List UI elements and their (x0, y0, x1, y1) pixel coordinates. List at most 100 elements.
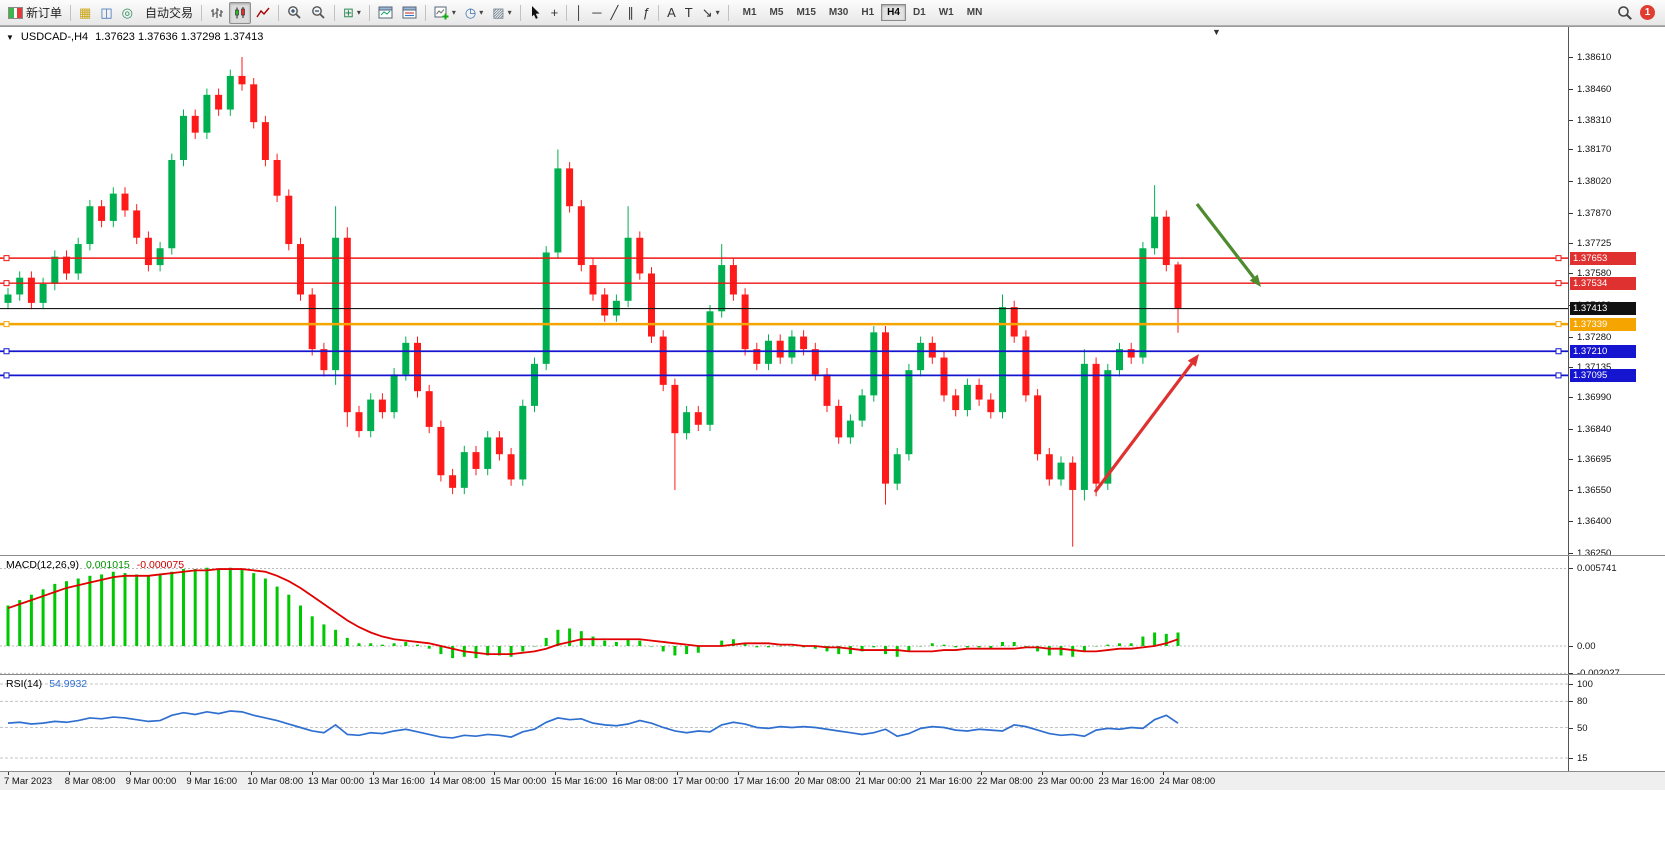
fibonacci-button[interactable]: ƒ (639, 2, 654, 24)
price-axis-tick (1569, 273, 1573, 275)
timeframe-group: M1 M5 M15 M30 H1 H4 D1 W1 MN (737, 4, 989, 21)
zoom-out-button[interactable] (307, 2, 330, 24)
zoom-in-button[interactable] (283, 2, 306, 24)
timeframe-d1[interactable]: D1 (912, 7, 926, 18)
indicator-list-icon (402, 6, 417, 19)
time-axis-tick (616, 772, 617, 775)
macd-axis-label: -0.002027 (1577, 668, 1620, 679)
time-axis-tick (8, 772, 9, 775)
rsi-axis-tick (1569, 684, 1573, 685)
rsi-name: RSI(14) (6, 678, 43, 690)
time-axis-tick (737, 772, 739, 775)
chevron-down-icon: ▾ (479, 8, 484, 17)
time-axis-tick (920, 772, 921, 775)
time-label: 13 Mar 00:00 (308, 776, 364, 787)
price-label: 1.37870 (1577, 207, 1612, 219)
timeframe-m15[interactable]: M15 (796, 7, 816, 18)
chevron-down-icon: ▾ (507, 8, 512, 17)
candles-layer (4, 57, 1182, 547)
rsi-canvas[interactable] (0, 675, 1568, 771)
search-icon (1617, 5, 1633, 21)
indicator-list-button[interactable] (398, 2, 421, 24)
timeframe-w1[interactable]: W1 (938, 7, 954, 18)
zoom-in-icon (287, 5, 302, 20)
main-chart-canvas[interactable] (0, 27, 1568, 555)
trendline-button[interactable]: ╱ (607, 2, 623, 24)
timeframe-h1[interactable]: H1 (861, 7, 875, 18)
tile-windows-button[interactable]: ⊞ ▾ (339, 2, 365, 24)
line-chart-button[interactable] (252, 2, 274, 24)
crosshair-button[interactable]: + (547, 2, 563, 24)
crosshair-icon: + (550, 5, 559, 20)
channel-icon: ∥ (627, 5, 634, 20)
time-axis-tick (251, 772, 253, 775)
green-down-arrow[interactable] (1195, 203, 1261, 287)
rsi-axis-label: 100 (1577, 679, 1593, 690)
red-up-arrow[interactable] (1093, 354, 1199, 493)
search-button[interactable] (1613, 2, 1637, 24)
price-label: 1.36990 (1577, 392, 1612, 404)
bars-chart-button[interactable] (206, 2, 228, 24)
hline-handle[interactable] (1555, 321, 1562, 328)
time-axis-tick (68, 772, 70, 775)
line-chart-icon (256, 6, 270, 20)
macd-label: MACD(12,26,9) 0.001015 -0.000075 (6, 559, 184, 571)
hline-handle[interactable] (3, 321, 10, 328)
new-order-button-label: 新订单 (26, 6, 63, 20)
time-axis-tick (1102, 772, 1104, 775)
indicator-window-button[interactable] (374, 2, 397, 24)
time-axis-tick (129, 772, 131, 775)
new-order-button[interactable]: 新订单 (4, 2, 66, 24)
zoom-out-icon (311, 5, 326, 20)
timeframe-m5[interactable]: M5 (769, 7, 784, 18)
price-badge-current-price: 1.37413 (1570, 302, 1636, 316)
rsi-value: 54.9932 (49, 678, 88, 690)
hline-handle[interactable] (3, 255, 10, 262)
text-button[interactable]: A (663, 2, 680, 24)
price-axis-tick (1569, 212, 1573, 214)
hline-handle[interactable] (3, 280, 10, 287)
timeframe-h4[interactable]: H4 (881, 4, 906, 21)
time-label: 14 Mar 08:00 (429, 776, 486, 787)
time-label: 24 Mar 08:00 (1159, 776, 1216, 787)
horizontal-line-button[interactable]: ─ (588, 2, 605, 24)
navigator-button[interactable]: ◎ (118, 2, 137, 24)
chart-dropdown-icon[interactable]: ▼ (6, 32, 14, 42)
hline-handle[interactable] (1555, 372, 1562, 379)
time-label: 23 Mar 16:00 (1098, 776, 1155, 787)
autotrading-button[interactable]: 自动交易 (138, 2, 197, 24)
macd-histogram (6, 567, 1180, 659)
chevron-down-icon: ▾ (451, 8, 456, 17)
hline-handle[interactable] (1555, 255, 1562, 262)
data-window-button[interactable]: ◫ (96, 2, 116, 24)
cursor-button[interactable] (525, 2, 546, 24)
market-watch-button[interactable]: ▦ (75, 2, 95, 24)
add-indicator-button[interactable]: ▾ (430, 2, 460, 24)
notification-badge[interactable]: 1 (1640, 5, 1655, 20)
chart-shift-icon[interactable]: ▼ (1212, 27, 1221, 37)
price-label: 1.36695 (1577, 454, 1612, 466)
rsi-line (7, 710, 1179, 739)
time-label: 17 Mar 00:00 (672, 776, 729, 787)
price-badge-resistance-1: 1.37653 (1570, 251, 1636, 265)
timeframe-m1[interactable]: M1 (742, 7, 757, 18)
price-badge-resistance-2: 1.37534 (1570, 276, 1636, 290)
channel-button[interactable]: ∥ (623, 2, 638, 24)
price-axis-tick (1569, 88, 1573, 90)
text-label-button[interactable]: T (681, 2, 697, 24)
candles-chart-button[interactable] (228, 1, 251, 24)
hline-handle[interactable] (1555, 280, 1562, 287)
periods-button[interactable]: ◷ ▾ (461, 2, 487, 24)
macd-canvas[interactable] (0, 556, 1568, 674)
hline-handle[interactable] (3, 372, 10, 379)
timeframe-m30[interactable]: M30 (828, 7, 849, 18)
macd-axis-tick (1569, 673, 1573, 675)
arrows-button[interactable]: ↘ ▾ (698, 2, 724, 24)
timeframe-mn[interactable]: MN (966, 7, 983, 18)
vertical-line-button[interactable]: │ (571, 2, 587, 24)
hline-handle[interactable] (1555, 348, 1562, 355)
hline-handle[interactable] (3, 348, 10, 355)
price-label: 1.37725 (1577, 238, 1612, 249)
template-button[interactable]: ▨ ▾ (488, 2, 515, 24)
macd-value-signal: -0.000075 (136, 559, 185, 571)
